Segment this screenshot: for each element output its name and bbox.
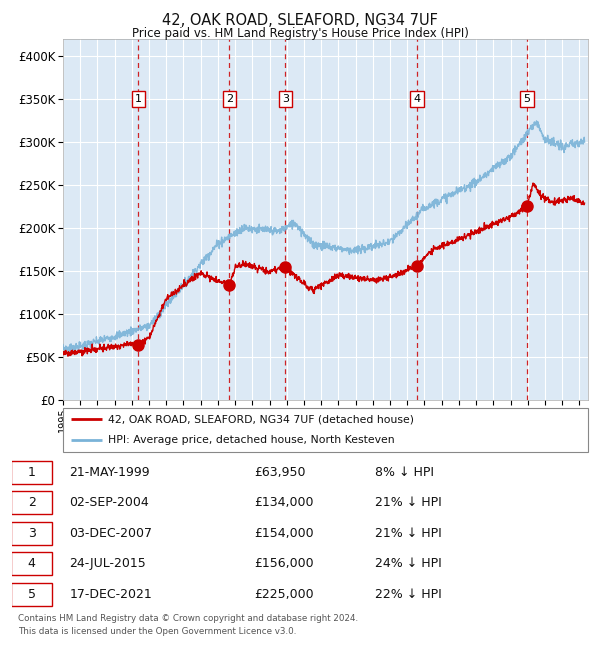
Text: £63,950: £63,950	[254, 465, 305, 478]
Text: £225,000: £225,000	[254, 588, 314, 601]
Text: 42, OAK ROAD, SLEAFORD, NG34 7UF (detached house): 42, OAK ROAD, SLEAFORD, NG34 7UF (detach…	[107, 415, 413, 424]
Text: 4: 4	[28, 558, 35, 571]
Text: Price paid vs. HM Land Registry's House Price Index (HPI): Price paid vs. HM Land Registry's House …	[131, 27, 469, 40]
FancyBboxPatch shape	[63, 408, 588, 452]
Text: 22% ↓ HPI: 22% ↓ HPI	[375, 588, 442, 601]
Text: 42, OAK ROAD, SLEAFORD, NG34 7UF: 42, OAK ROAD, SLEAFORD, NG34 7UF	[162, 13, 438, 28]
Text: 5: 5	[28, 588, 35, 601]
Text: Contains HM Land Registry data © Crown copyright and database right 2024.
This d: Contains HM Land Registry data © Crown c…	[18, 614, 358, 636]
Text: 1: 1	[28, 465, 35, 478]
FancyBboxPatch shape	[11, 491, 52, 514]
Text: 3: 3	[282, 94, 289, 104]
Text: 21% ↓ HPI: 21% ↓ HPI	[375, 497, 442, 510]
Text: HPI: Average price, detached house, North Kesteven: HPI: Average price, detached house, Nort…	[107, 435, 394, 445]
Text: 02-SEP-2004: 02-SEP-2004	[70, 497, 149, 510]
Text: £154,000: £154,000	[254, 526, 314, 539]
FancyBboxPatch shape	[11, 552, 52, 575]
Text: 21-MAY-1999: 21-MAY-1999	[70, 465, 150, 478]
Text: 17-DEC-2021: 17-DEC-2021	[70, 588, 152, 601]
FancyBboxPatch shape	[11, 461, 52, 484]
Text: 2: 2	[226, 94, 233, 104]
Text: 03-DEC-2007: 03-DEC-2007	[70, 526, 152, 539]
Text: 1: 1	[135, 94, 142, 104]
Text: £134,000: £134,000	[254, 497, 313, 510]
Text: 24% ↓ HPI: 24% ↓ HPI	[375, 558, 442, 571]
Text: 2: 2	[28, 497, 35, 510]
Text: 8% ↓ HPI: 8% ↓ HPI	[375, 465, 434, 478]
Text: 21% ↓ HPI: 21% ↓ HPI	[375, 526, 442, 539]
Text: 4: 4	[413, 94, 421, 104]
Text: 5: 5	[524, 94, 530, 104]
FancyBboxPatch shape	[11, 583, 52, 606]
Text: 24-JUL-2015: 24-JUL-2015	[70, 558, 146, 571]
Text: 3: 3	[28, 526, 35, 539]
Text: £156,000: £156,000	[254, 558, 314, 571]
FancyBboxPatch shape	[11, 522, 52, 545]
